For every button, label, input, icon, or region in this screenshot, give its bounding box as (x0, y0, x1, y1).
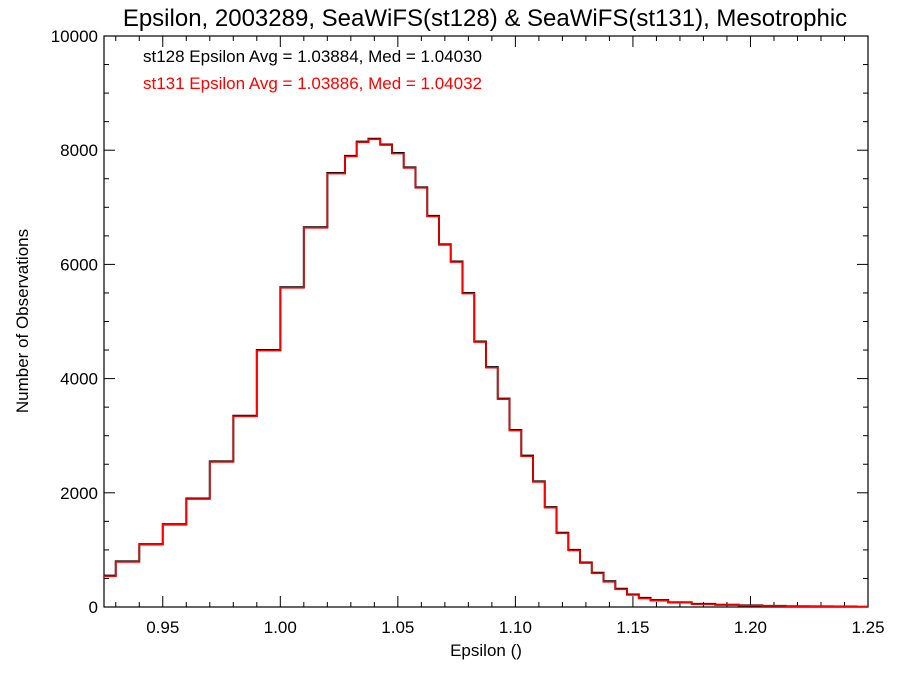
y-axis: 0 2000 4000 6000 8000 10000 (51, 27, 868, 617)
x-tick-label: 0.95 (146, 618, 179, 637)
x-tick-label: 1.05 (381, 618, 414, 637)
x-tick-label: 1.25 (851, 618, 884, 637)
y-tick-label: 0 (89, 598, 98, 617)
series-line-st131 (104, 138, 868, 607)
x-tick-label: 1.15 (616, 618, 649, 637)
x-axis: 0.95 1.00 1.05 1.10 1.15 1.20 1.25 (115, 36, 885, 637)
y-tick-label: 10000 (51, 27, 98, 46)
y-tick-label: 6000 (60, 255, 98, 274)
chart-title: Epsilon, 2003289, SeaWiFS(st128) & SeaWi… (123, 5, 847, 32)
x-axis-label: Epsilon () (450, 641, 522, 660)
series-line-st128 (104, 137, 868, 607)
x-tick-label: 1.00 (264, 618, 297, 637)
y-axis-label: Number of Observations (13, 229, 32, 413)
plot-area-frame (103, 35, 869, 608)
legend-entry-st131: st131 Epsilon Avg = 1.03886, Med = 1.040… (143, 74, 482, 93)
x-tick-label: 1.20 (734, 618, 767, 637)
y-tick-label: 2000 (60, 484, 98, 503)
y-tick-label: 4000 (60, 370, 98, 389)
y-tick-label: 8000 (60, 141, 98, 160)
legend: st128 Epsilon Avg = 1.03884, Med = 1.040… (143, 47, 482, 93)
x-tick-label: 1.10 (499, 618, 532, 637)
legend-entry-st128: st128 Epsilon Avg = 1.03884, Med = 1.040… (143, 47, 482, 66)
series-layer (104, 137, 868, 607)
